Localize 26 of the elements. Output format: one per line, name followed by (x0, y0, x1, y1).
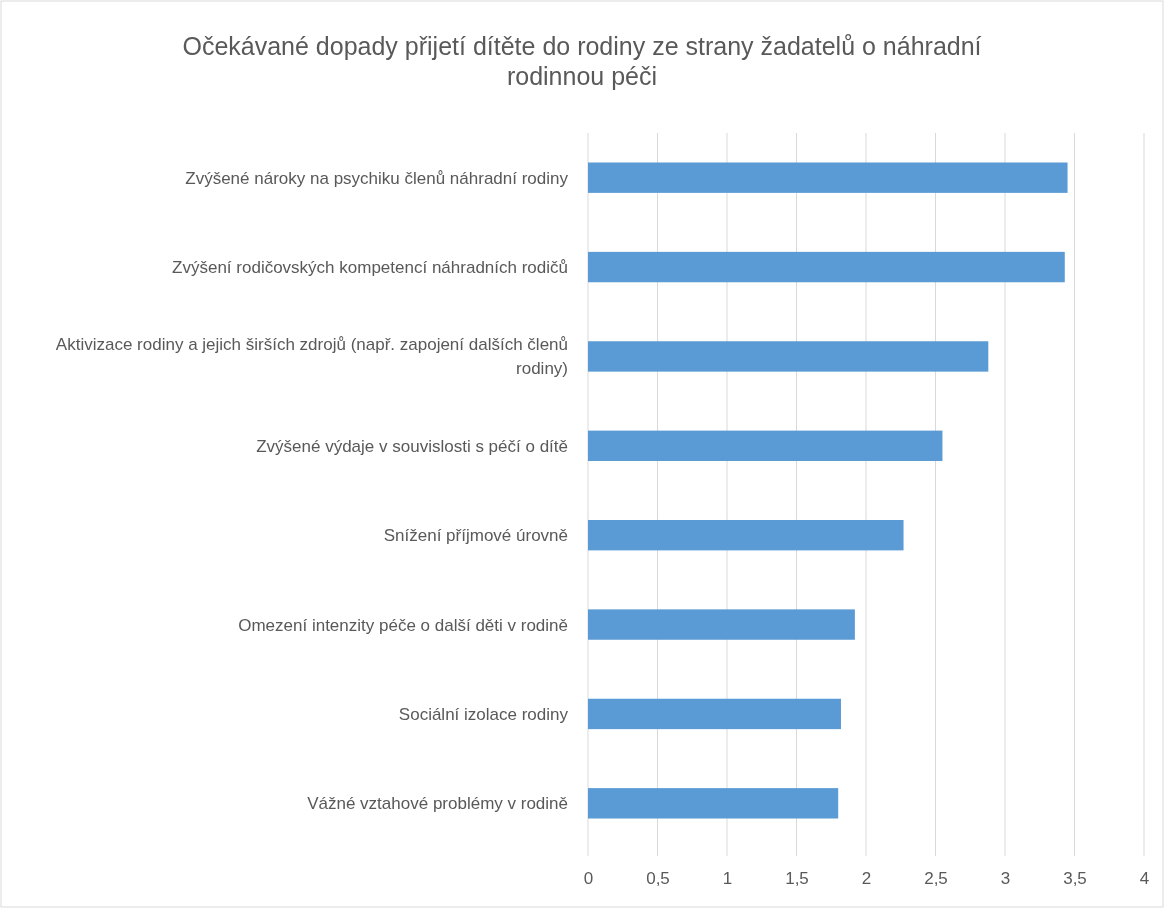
bar (588, 430, 943, 462)
y-tick-label: Omezení intenzity péče o další děti v rodině (238, 615, 568, 635)
bar (588, 698, 841, 730)
bar (588, 341, 989, 372)
bar (588, 609, 855, 640)
y-tick-label: Zvýšení rodičovských kompetencí náhradních rodičů (172, 258, 568, 278)
x-tick-label: 2,5 (924, 869, 948, 889)
y-tick-label: Snížení příjmové úrovně (383, 526, 568, 546)
bar (588, 162, 1068, 193)
x-tick-label: 4 (1139, 869, 1150, 889)
x-tick-label: 0,5 (646, 869, 670, 889)
y-tick-label: Sociální izolace rodiny (398, 704, 569, 724)
x-tick-label: 1,5 (785, 869, 809, 889)
bar (588, 251, 1065, 283)
x-tick-label: 0 (583, 869, 594, 889)
bar (588, 519, 904, 551)
bar (588, 788, 839, 819)
y-tick-label: Vážné vztahové problémy v rodině (307, 794, 568, 814)
y-tick-label: Aktivizace rodiny a jejich širších zdrojů (např. zapojení dalších členů rodiny) (55, 335, 568, 379)
y-tick-label: Zvýšené výdaje v souvislosti s péčí o dítě (256, 436, 568, 456)
x-tick-label: 1 (722, 869, 733, 889)
x-tick-label: 3,5 (1063, 869, 1087, 889)
x-tick-label: 2 (861, 869, 872, 889)
y-tick-label: Zvýšené nároky na psychiku členů náhradní rodiny (185, 168, 569, 188)
x-tick-label: 3 (1000, 869, 1011, 889)
chart-title: Očekávané dopady přijetí dítěte do rodiny ze strany žadatelů o náhradní rodinnou péči (182, 32, 982, 90)
